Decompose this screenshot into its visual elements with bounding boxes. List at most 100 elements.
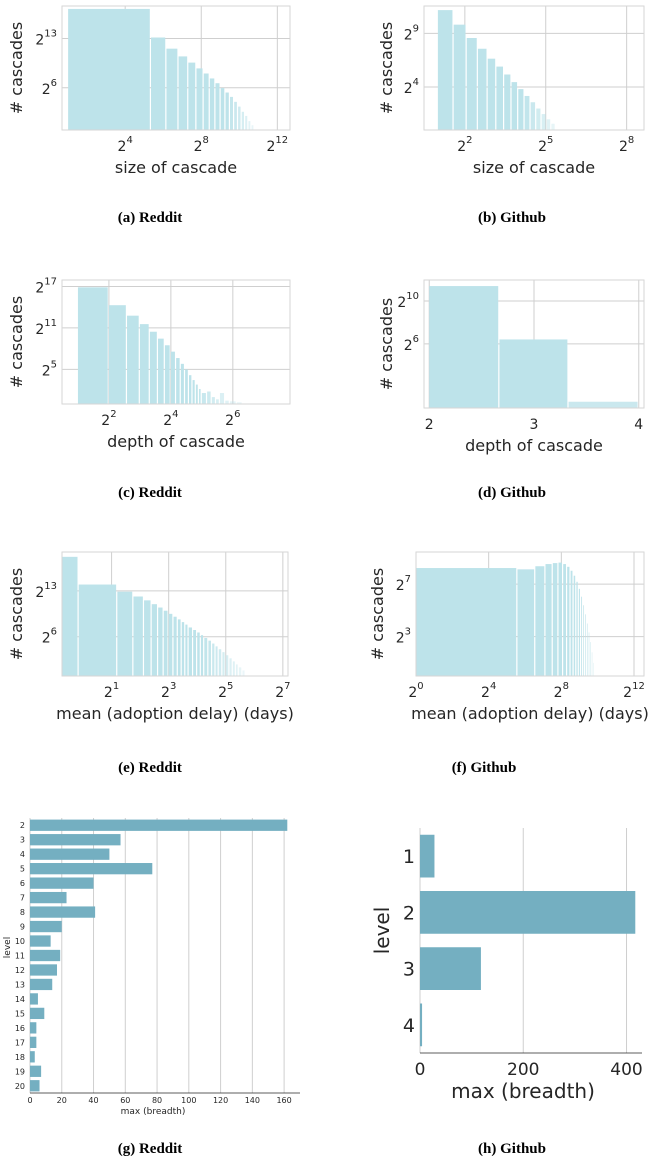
x-axis-label: size of cascade — [115, 158, 237, 177]
bar-1 — [420, 834, 435, 878]
bar — [232, 661, 235, 676]
bar — [545, 564, 552, 676]
bar — [198, 388, 201, 404]
x-tick-label: 40 — [88, 1096, 98, 1105]
x-axis-label: max (breadth) — [451, 1079, 595, 1103]
chart-b: 22 25 28 29 24 size of cascade # cascades (b) G… — [377, 5, 645, 226]
bar — [581, 596, 583, 676]
bar — [150, 37, 166, 130]
bar — [558, 562, 563, 676]
bar — [195, 384, 198, 404]
x-tick-label: 20 — [408, 681, 423, 701]
bar — [536, 108, 541, 130]
y-tick-label: 217 — [35, 276, 57, 296]
bar — [546, 119, 551, 130]
y-tick-label: 7 — [20, 894, 25, 903]
plot-frame — [61, 5, 291, 131]
bar — [216, 399, 219, 404]
x-axis-label: mean (adoption delay) (days) — [411, 704, 649, 723]
x-tick-label: 23 — [161, 681, 176, 701]
bar-19 — [30, 1065, 42, 1077]
bar — [551, 123, 555, 130]
bar-12 — [30, 964, 57, 976]
bar — [583, 605, 585, 676]
caption: (b) Github — [478, 210, 546, 226]
bar — [535, 566, 545, 676]
y-tick-label: 210 — [397, 291, 419, 311]
y-tick-label: 16 — [15, 1024, 25, 1033]
y-tick-label: 17 — [15, 1038, 25, 1047]
x-axis-label: max (breadth) — [121, 1107, 186, 1117]
bar — [164, 345, 170, 404]
x-tick-label: 28 — [194, 135, 209, 155]
y-tick-label: 213 — [35, 581, 57, 601]
chart-a: 24 28 212 213 26 size of cascade # cascades (a)… — [7, 5, 291, 226]
chart-h: 0 200 400 1 2 3 4 max (breadth) level (h) Github — [370, 828, 643, 1157]
plot-frame — [61, 279, 291, 405]
bar — [416, 568, 517, 676]
bar — [499, 339, 568, 408]
y-tick-label: 20 — [15, 1082, 25, 1091]
caption: (g) Reddit — [118, 1141, 183, 1157]
bar — [215, 83, 220, 130]
y-axis-label: level — [3, 937, 13, 958]
bar — [170, 351, 175, 404]
bar — [151, 604, 157, 676]
caption: (e) Reddit — [118, 760, 182, 776]
y-tick-label: 3 — [20, 836, 25, 845]
bar-13 — [30, 978, 53, 991]
x-tick-label: 27 — [275, 681, 290, 701]
y-tick-label: 2 — [403, 902, 415, 924]
bar — [241, 111, 244, 130]
bar-18 — [30, 1051, 35, 1063]
bar — [215, 646, 218, 676]
bar-3 — [420, 947, 481, 990]
x-axis-label: mean (adoption delay) (days) — [56, 704, 294, 723]
bar — [127, 315, 139, 404]
bar — [209, 78, 215, 130]
x-tick-label: 100 — [181, 1096, 196, 1105]
caption: (a) Reddit — [118, 210, 183, 226]
bar — [204, 637, 208, 676]
y-tick-label: 5 — [20, 865, 25, 874]
x-tick-label: 28 — [554, 681, 569, 701]
bar — [238, 667, 242, 676]
bar — [238, 106, 241, 130]
x-tick-label: 20 — [57, 1096, 67, 1105]
bar — [570, 570, 573, 676]
x-tick-label: 120 — [213, 1096, 228, 1105]
bar — [563, 564, 566, 676]
bar — [234, 101, 237, 130]
x-tick-label: 80 — [152, 1096, 162, 1105]
bar — [578, 588, 580, 676]
bar — [242, 670, 245, 676]
bar-4 — [30, 848, 110, 860]
bar-11 — [30, 949, 61, 962]
x-tick-label: 4 — [634, 417, 643, 433]
x-tick-label: 24 — [118, 135, 133, 155]
bar — [245, 115, 248, 130]
bar — [225, 400, 229, 404]
bar — [77, 287, 108, 404]
y-tick-label: 3 — [403, 959, 415, 981]
x-tick-label: 24 — [163, 409, 178, 429]
x-tick-label: 22 — [101, 409, 116, 429]
y-tick-label: 29 — [404, 23, 419, 43]
bar — [62, 556, 78, 676]
bar — [248, 121, 251, 130]
bar — [466, 38, 477, 130]
bar — [235, 664, 238, 676]
y-tick-label: 4 — [403, 1015, 415, 1037]
bar — [585, 614, 586, 676]
x-tick-label: 212 — [623, 681, 645, 701]
x-tick-label: 3 — [530, 417, 539, 433]
bar — [225, 655, 229, 676]
bar-2 — [30, 819, 288, 831]
bar — [180, 363, 184, 404]
y-tick-label: 213 — [35, 28, 57, 48]
bar — [200, 635, 204, 676]
bar — [185, 369, 188, 404]
bar-20 — [30, 1080, 40, 1092]
bar-6 — [30, 877, 94, 889]
